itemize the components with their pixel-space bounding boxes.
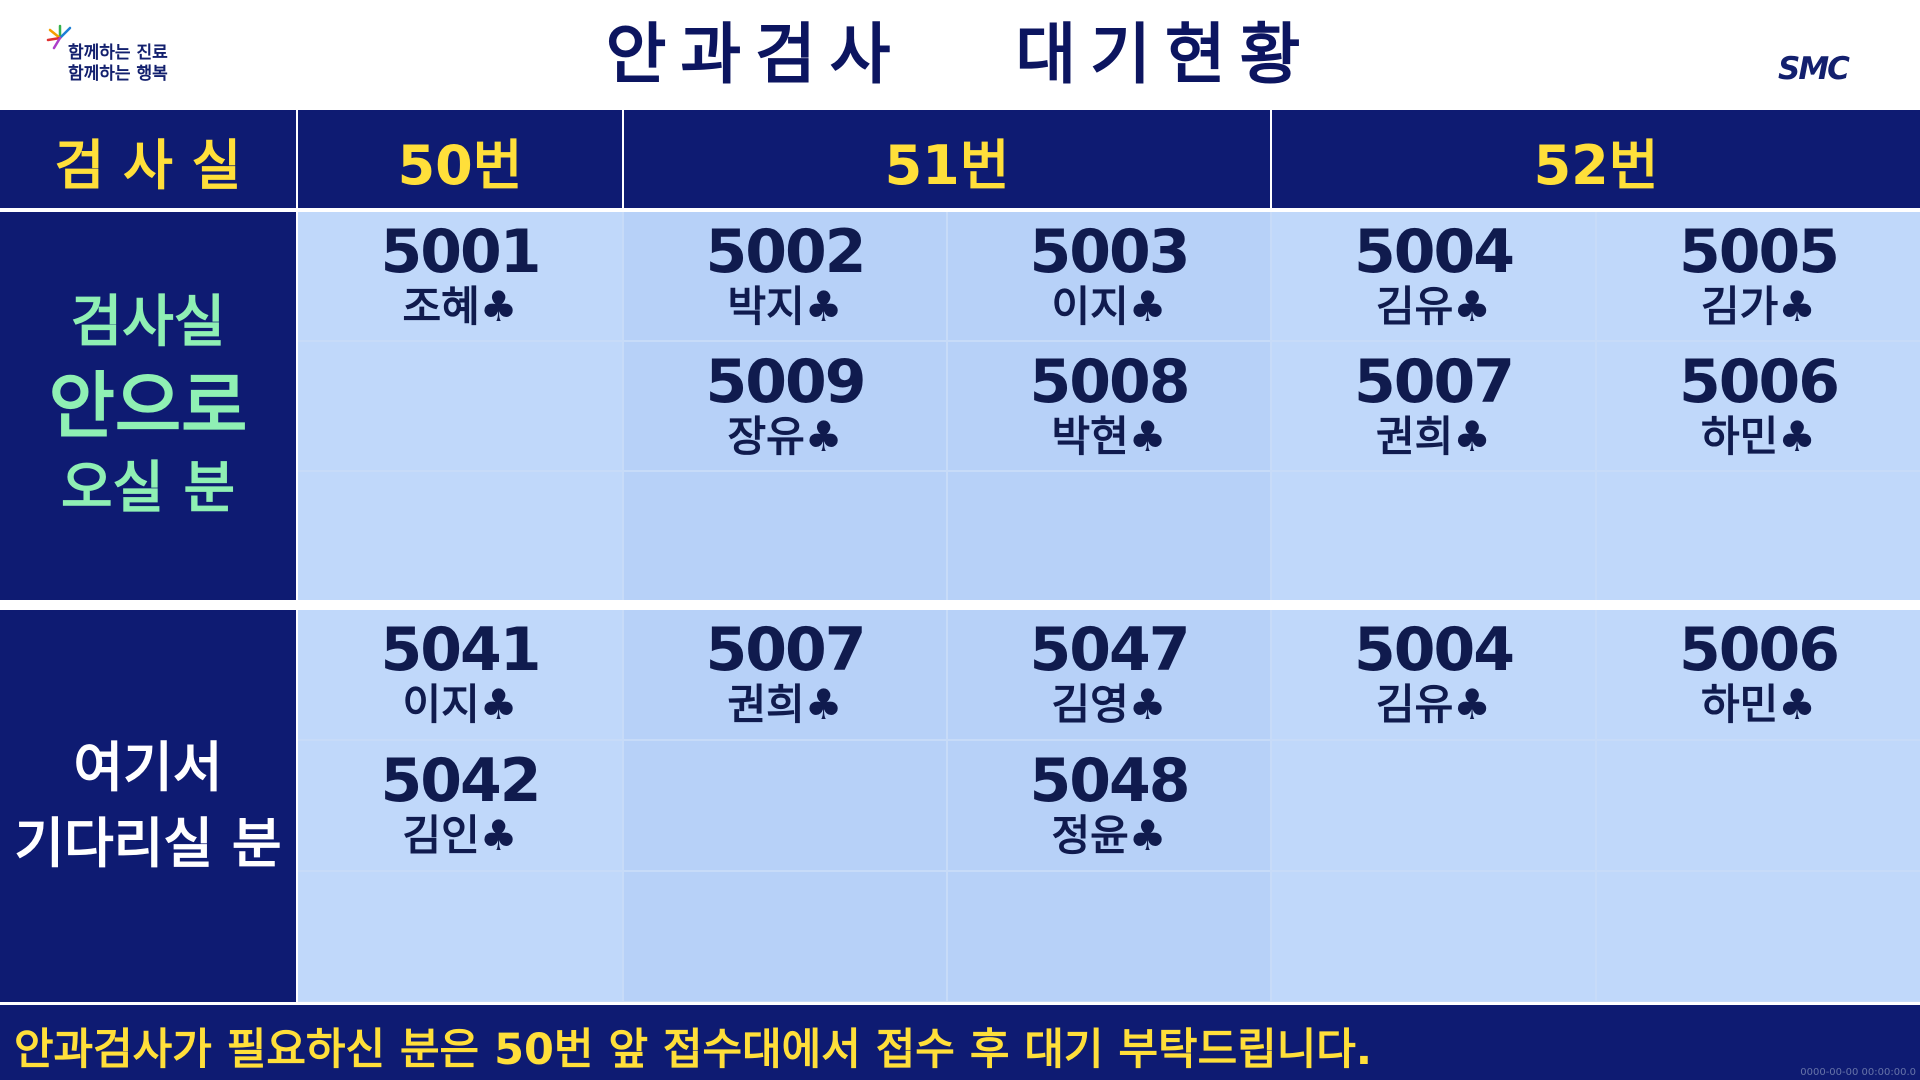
queue-cell: [298, 342, 622, 470]
queue-cell: 5048 정윤♣: [948, 741, 1270, 870]
patient-name: 하민♣: [1701, 412, 1816, 461]
patient-number: 5006: [1679, 615, 1840, 685]
queue-cell: 5002 박지♣: [624, 212, 946, 340]
inside-label-line-3: 오실 분: [60, 456, 236, 521]
header-gap: [0, 208, 1920, 212]
patient-number: 5004: [1354, 217, 1515, 287]
patient-name: 김가♣: [1701, 282, 1816, 331]
patient-number: 5005: [1679, 217, 1840, 287]
patient-number: 5048: [1029, 746, 1191, 816]
queue-cell: [948, 472, 1270, 600]
waiting-label-line-2: 기다리실 분: [14, 812, 282, 875]
header-divider: [1270, 110, 1272, 210]
patient-number: 5004: [1354, 615, 1515, 685]
queue-cell: [1272, 872, 1595, 1001]
queue-cell: [298, 872, 622, 1001]
slogan-text: 함께하는 진료 함께하는 행복: [68, 43, 168, 85]
patient-name: 김인♣: [402, 811, 518, 860]
patient-number: 5008: [1029, 347, 1191, 417]
waiting-label-line-1: 여기서: [73, 736, 223, 799]
queue-cell: 5003 이지♣: [948, 212, 1270, 340]
queue-cell: 5006 하민♣: [1597, 610, 1920, 739]
queue-cell: [1597, 872, 1920, 1001]
patient-name: 김유♣: [1376, 680, 1491, 729]
patient-name: 김유♣: [1376, 282, 1491, 331]
patient-name: 박지♣: [727, 282, 843, 331]
patient-number: 5009: [705, 347, 867, 417]
queue-cell: [948, 872, 1270, 1001]
queue-cell: [624, 472, 946, 600]
queue-cell: [1597, 472, 1920, 600]
room-50-label: 50번: [397, 133, 523, 197]
patient-name: 이지♣: [402, 680, 518, 729]
patient-name: 권희♣: [1376, 412, 1491, 461]
page-title: 안과검사 대기현황: [605, 16, 1315, 93]
section-divider: [0, 600, 1920, 610]
queue-cell: 5007 권희♣: [1272, 342, 1595, 470]
queue-cell: 5047 김영♣: [948, 610, 1270, 739]
patient-number: 5007: [1354, 347, 1515, 417]
queue-cell: 5004 김유♣: [1272, 610, 1595, 739]
room-52-label: 52번: [1533, 133, 1659, 197]
queue-cell: 5008 박현♣: [948, 342, 1270, 470]
patient-number: 5001: [380, 217, 542, 287]
queue-cell: [1597, 741, 1920, 870]
queue-cell: [298, 472, 622, 600]
header-divider: [296, 110, 298, 210]
inside-label-line-2: 안으로: [48, 364, 248, 448]
header-divider: [622, 110, 624, 210]
patient-name: 김영♣: [1051, 680, 1167, 729]
hospital-slogan-logo: 함께하는 진료 함께하는 행복: [46, 24, 206, 88]
queue-cell: [1272, 472, 1595, 600]
smc-logo: SMC: [1778, 51, 1850, 87]
patient-name: 이지♣: [1051, 282, 1167, 331]
sparkle-icon: [46, 24, 72, 50]
timestamp: 0000-00-00 00:00:00.0: [1800, 1067, 1916, 1078]
inside-section-label: 검사실 안으로 오실 분: [0, 212, 296, 600]
queue-cell: 5005 김가♣: [1597, 212, 1920, 340]
patient-name: 장유♣: [727, 412, 843, 461]
footer-banner: 안과검사가 필요하신 분은 50번 앞 접수대에서 접수 후 대기 부탁드립니다…: [0, 1005, 1920, 1080]
footer-notice: 안과검사가 필요하신 분은 50번 앞 접수대에서 접수 후 대기 부탁드립니다…: [14, 1025, 1373, 1075]
column-header-band: [0, 110, 1920, 210]
patient-number: 5002: [705, 217, 867, 287]
slogan-line-2: 함께하는 행복: [68, 64, 168, 84]
queue-cell: 5042 김인♣: [298, 741, 622, 870]
patient-number: 5047: [1029, 615, 1191, 685]
inside-label-line-1: 검사실: [70, 290, 226, 355]
queue-cell: 5006 하민♣: [1597, 342, 1920, 470]
queue-cell: 5004 김유♣: [1272, 212, 1595, 340]
queue-cell: 5001 조혜♣: [298, 212, 622, 340]
patient-name: 조혜♣: [402, 282, 518, 331]
patient-number: 5007: [705, 615, 867, 685]
waiting-section-label: 여기서 기다리실 분: [0, 610, 296, 1002]
queue-cell: 5009 장유♣: [624, 342, 946, 470]
queue-cell: [1272, 741, 1595, 870]
room-51-label: 51번: [884, 133, 1010, 197]
patient-name: 권희♣: [727, 680, 843, 729]
patient-name: 정윤♣: [1051, 811, 1167, 860]
patient-name: 하민♣: [1701, 680, 1816, 729]
room-column-label: 검 사 실: [54, 133, 242, 197]
queue-cell: 5041 이지♣: [298, 610, 622, 739]
patient-name: 박현♣: [1051, 412, 1167, 461]
queue-cell: 5007 권희♣: [624, 610, 946, 739]
header: 함께하는 진료 함께하는 행복 안과검사 대기현황 SMC: [0, 0, 1920, 110]
patient-number: 5003: [1029, 217, 1191, 287]
patient-number: 5006: [1679, 347, 1840, 417]
queue-cell: [624, 741, 946, 870]
queue-cell: [624, 872, 946, 1001]
patient-number: 5042: [380, 746, 542, 816]
slogan-line-1: 함께하는 진료: [68, 43, 168, 63]
patient-number: 5041: [380, 615, 542, 685]
